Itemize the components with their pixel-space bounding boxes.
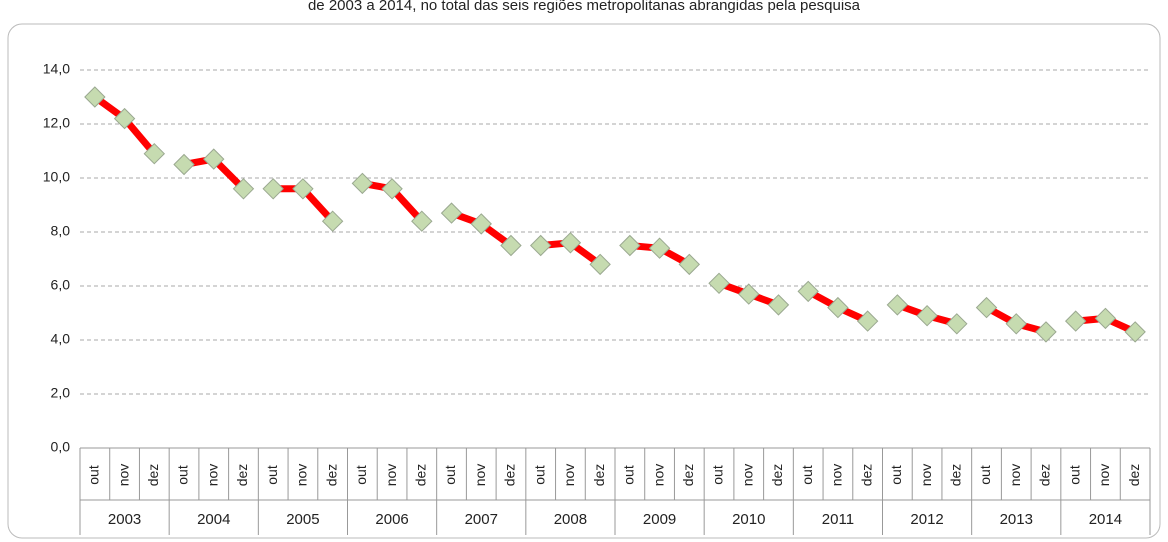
marker: [292, 178, 314, 200]
x-tick-label: dez: [234, 464, 250, 487]
marker: [589, 253, 611, 276]
x-tick-label: out: [888, 465, 904, 485]
marker: [797, 280, 819, 303]
marker: [113, 107, 136, 130]
marker: [470, 213, 492, 235]
marker: [886, 294, 909, 316]
marker: [559, 232, 582, 254]
marker: [529, 234, 552, 257]
x-tick-label: dez: [502, 464, 518, 487]
y-tick-label: 6,0: [51, 277, 71, 293]
marker: [411, 210, 433, 232]
chart-title: de 2003 a 2014, no total das seis regiõe…: [308, 0, 861, 14]
x-tick-label: nov: [1007, 464, 1023, 487]
group-label: 2006: [375, 511, 408, 528]
group-label: 2008: [554, 511, 587, 528]
marker: [619, 234, 641, 257]
x-tick-label: nov: [294, 464, 310, 487]
x-tick-label: out: [1066, 465, 1082, 485]
x-tick-label: nov: [739, 464, 755, 487]
marker: [708, 272, 730, 295]
marker: [262, 178, 284, 200]
marker: [1094, 307, 1117, 330]
x-tick-label: out: [264, 465, 280, 485]
y-tick-label: 0,0: [51, 439, 71, 455]
x-tick-label: nov: [1096, 464, 1112, 487]
marker: [1005, 313, 1027, 335]
x-tick-label: out: [799, 465, 815, 485]
group-label: 2004: [197, 511, 230, 528]
marker: [1064, 310, 1087, 332]
marker: [648, 237, 671, 259]
x-tick-label: nov: [472, 464, 488, 487]
marker: [232, 178, 255, 200]
group-label: 2011: [822, 511, 854, 528]
x-tick-label: nov: [918, 464, 934, 487]
x-tick-label: dez: [145, 464, 161, 487]
marker: [351, 172, 374, 195]
x-tick-label: dez: [323, 464, 339, 487]
group-label: 2005: [286, 511, 319, 528]
y-tick-label: 2,0: [51, 385, 71, 401]
group-label: 2012: [910, 511, 943, 528]
marker: [500, 234, 522, 257]
marker: [827, 296, 849, 319]
x-tick-label: dez: [1126, 464, 1142, 487]
x-tick-label: out: [442, 465, 458, 485]
marker: [767, 294, 790, 316]
x-tick-label: dez: [858, 464, 874, 487]
x-tick-label: out: [710, 465, 726, 485]
marker: [1035, 321, 1057, 343]
x-tick-label: dez: [769, 464, 785, 487]
x-tick-label: nov: [561, 464, 577, 487]
marker: [975, 296, 998, 319]
marker: [203, 148, 225, 170]
marker: [1124, 321, 1146, 343]
x-tick-label: out: [977, 465, 993, 485]
marker: [381, 178, 403, 200]
marker: [738, 283, 760, 305]
group-label: 2003: [108, 511, 141, 528]
group-label: 2009: [643, 511, 676, 528]
y-tick-label: 14,0: [43, 61, 70, 77]
marker: [321, 210, 344, 232]
x-tick-label: out: [621, 465, 637, 485]
marker: [856, 310, 879, 332]
x-tick-label: out: [175, 465, 191, 485]
marker: [84, 86, 106, 108]
x-tick-label: dez: [413, 464, 429, 487]
marker: [173, 153, 195, 176]
x-tick-label: nov: [829, 464, 845, 487]
x-tick-label: nov: [650, 464, 666, 487]
group-label: 2013: [1000, 511, 1033, 528]
x-tick-label: out: [531, 465, 547, 485]
x-tick-label: nov: [204, 464, 220, 487]
x-tick-label: dez: [591, 464, 607, 487]
y-tick-label: 10,0: [43, 169, 70, 185]
x-tick-label: nov: [115, 464, 131, 487]
x-tick-label: out: [353, 465, 369, 485]
group-label: 2014: [1089, 511, 1122, 528]
x-tick-label: dez: [1037, 464, 1053, 487]
marker: [678, 253, 701, 276]
marker: [916, 304, 938, 327]
marker: [143, 142, 166, 165]
x-tick-label: nov: [383, 464, 399, 487]
y-tick-label: 8,0: [51, 223, 71, 239]
y-tick-label: 12,0: [43, 115, 70, 131]
group-label: 2010: [732, 511, 765, 528]
y-tick-label: 4,0: [51, 331, 71, 347]
marker: [946, 313, 968, 335]
x-tick-label: dez: [948, 464, 964, 487]
group-label: 2007: [465, 511, 498, 528]
x-tick-label: dez: [680, 464, 696, 487]
marker: [440, 202, 463, 224]
chart-frame: [7, 23, 1161, 539]
x-tick-label: out: [86, 465, 102, 485]
